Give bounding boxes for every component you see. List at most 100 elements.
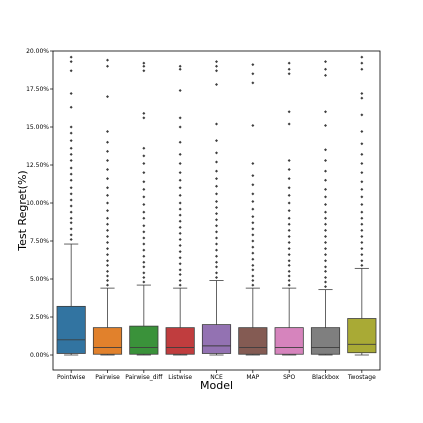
outlier-point: [287, 259, 291, 263]
outlier-point: [142, 195, 146, 199]
outlier-point: [178, 272, 182, 276]
outlier-point: [324, 110, 327, 114]
outlier-point: [106, 95, 109, 99]
outlier-point: [215, 184, 218, 188]
outlier-point: [69, 131, 73, 135]
box-map: [238, 63, 268, 356]
x-tick-label: SPO: [283, 374, 295, 381]
outlier-point: [106, 186, 109, 190]
outlier-point: [324, 280, 327, 284]
outlier-point: [142, 275, 146, 279]
outlier-point: [324, 169, 327, 173]
outlier-point: [142, 216, 146, 220]
outlier-point: [287, 72, 291, 76]
box-pointwise: [56, 55, 86, 356]
outlier-point: [69, 55, 73, 59]
y-tick-label: 17.50%: [26, 86, 49, 93]
outlier-point: [106, 228, 109, 232]
outlier-point: [142, 236, 146, 240]
box-iqr: [92, 327, 123, 355]
outlier-point: [69, 210, 73, 214]
outlier-point: [360, 210, 364, 214]
outlier-point: [287, 241, 291, 245]
outlier-point: [324, 259, 327, 263]
outlier-point: [178, 250, 182, 254]
outlier-point: [324, 178, 327, 182]
outlier-point: [360, 234, 364, 238]
outlier-point: [106, 274, 109, 278]
outlier-point: [69, 186, 73, 190]
outlier-point: [251, 274, 255, 278]
outlier-point: [287, 201, 291, 205]
outlier-point: [215, 122, 218, 126]
outlier-point: [360, 130, 364, 134]
outlier-point: [178, 152, 182, 156]
outlier-point: [106, 149, 109, 153]
outlier-point: [69, 146, 73, 150]
outlier-point: [287, 234, 291, 238]
outlier-point: [215, 224, 218, 228]
x-tick-label: Pointwise: [57, 374, 86, 381]
outlier-point: [360, 222, 364, 226]
outlier-point: [324, 67, 327, 71]
outlier-point: [142, 180, 146, 184]
outlier-point: [69, 216, 73, 220]
outlier-point: [287, 253, 291, 257]
outlier-point: [69, 139, 73, 143]
box-iqr: [201, 324, 232, 354]
outlier-point: [287, 222, 291, 226]
x-axis: Pointwise Pairwise Pairwise_diff Listwise NC…: [57, 370, 376, 381]
outlier-point: [360, 96, 364, 100]
box-iqr: [129, 325, 159, 355]
outlier-point: [251, 81, 255, 85]
outlier-point: [178, 225, 182, 229]
outlier-point: [142, 154, 146, 158]
outlier-point: [287, 186, 291, 190]
outlier-point: [69, 178, 73, 182]
outlier-point: [251, 268, 255, 272]
outlier-point: [69, 233, 73, 237]
outlier-point: [142, 260, 146, 264]
outlier-point: [215, 151, 218, 155]
outlier-point: [251, 227, 255, 231]
y-tick-label: 7.50%: [30, 238, 49, 245]
outlier-point: [142, 254, 146, 258]
outlier-point: [106, 279, 109, 283]
outlier-point: [251, 215, 255, 219]
outlier-point: [324, 275, 327, 279]
y-tick-label: 2.50%: [30, 314, 49, 321]
box-series: [56, 55, 377, 356]
outlier-point: [69, 125, 73, 129]
outlier-point: [324, 123, 327, 127]
outlier-point: [251, 192, 255, 196]
outlier-point: [178, 64, 182, 68]
outlier-point: [178, 283, 182, 287]
outlier-point: [215, 192, 218, 196]
outlier-point: [106, 130, 109, 134]
outlier-point: [106, 241, 109, 245]
y-tick-label: 0.00%: [30, 352, 49, 359]
outlier-point: [360, 253, 364, 257]
outlier-point: [69, 198, 73, 202]
outlier-point: [106, 259, 109, 263]
outlier-point: [106, 269, 109, 273]
x-tick-label: Listwise: [168, 374, 192, 381]
outlier-point: [106, 216, 109, 220]
outlier-point: [324, 73, 327, 77]
outlier-point: [287, 269, 291, 273]
outlier-point: [215, 271, 218, 275]
outlier-point: [324, 60, 327, 64]
outlier-point: [178, 244, 182, 248]
box-pairwise: [92, 58, 123, 356]
outlier-point: [106, 263, 109, 267]
outlier-point: [287, 158, 291, 162]
box-iqr: [165, 327, 195, 355]
outlier-point: [324, 285, 327, 289]
outlier-point: [215, 248, 218, 252]
outlier-point: [69, 158, 73, 162]
outlier-point: [360, 161, 364, 165]
outlier-point: [142, 203, 146, 207]
outlier-point: [251, 245, 255, 249]
outlier-point: [69, 69, 73, 73]
box-blackbox: [310, 60, 341, 356]
